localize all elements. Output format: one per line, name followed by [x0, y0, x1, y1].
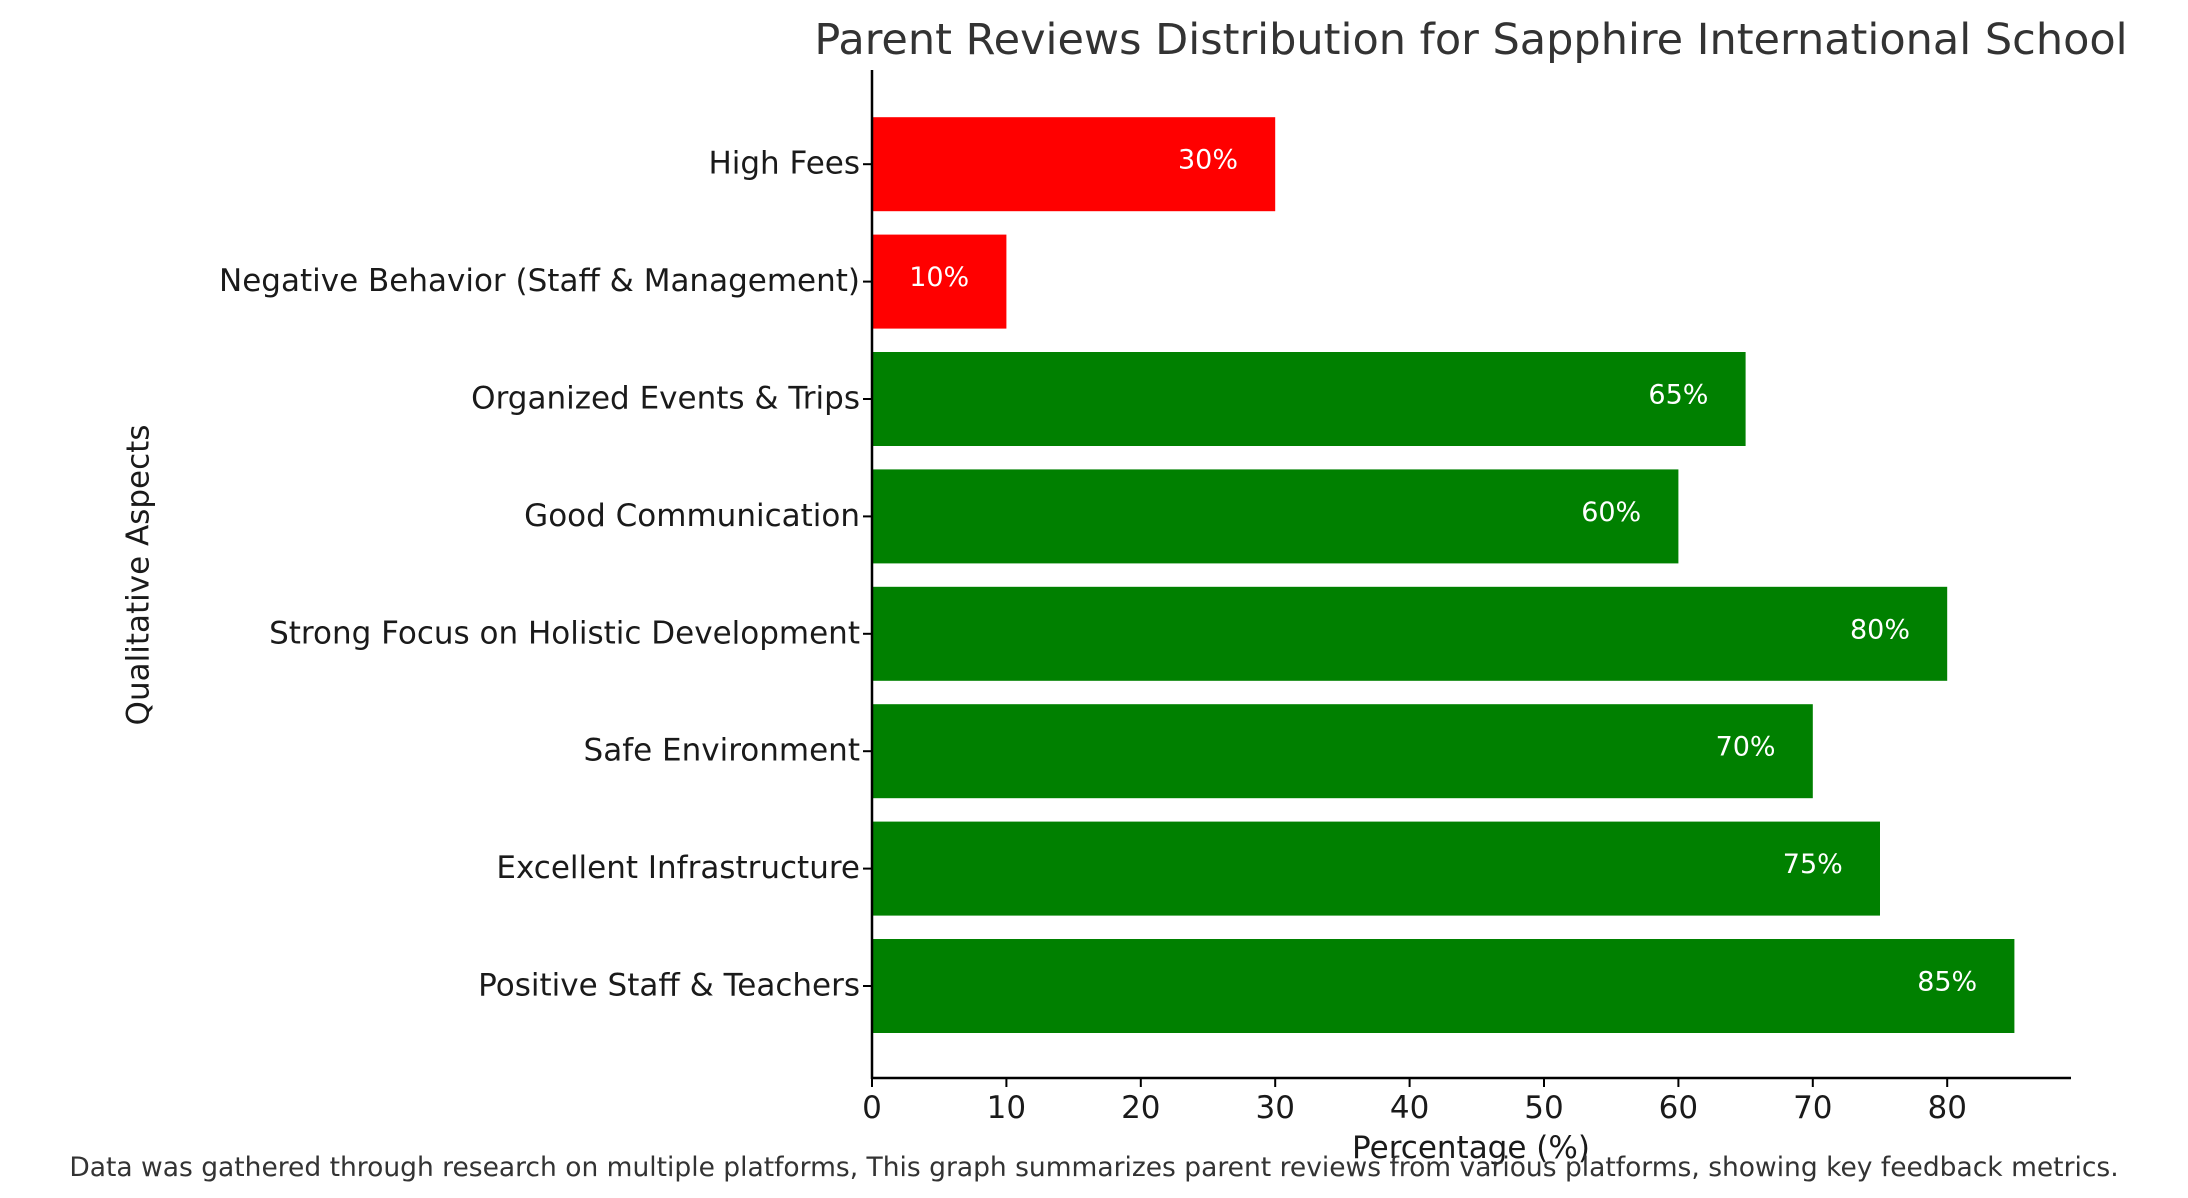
category-label: Safe Environment [584, 733, 860, 769]
x-tick-label: 0 [862, 1090, 882, 1126]
x-axis-label: Percentage (%) [1352, 1130, 1590, 1166]
x-tick-label: 80 [1927, 1090, 1966, 1126]
footnote: Data was gathered through research on mu… [69, 1152, 2118, 1183]
bar-value-label: 75% [1783, 849, 1843, 880]
bar-5 [872, 469, 1679, 564]
category-label: Excellent Infrastructure [496, 850, 860, 886]
category-label: Organized Events & Trips [471, 381, 860, 417]
x-tick-label: 50 [1524, 1090, 1563, 1126]
x-tick-label: 20 [1121, 1090, 1160, 1126]
x-tick-label: 30 [1255, 1090, 1294, 1126]
x-tick-label: 10 [987, 1090, 1026, 1126]
bar-value-label: 10% [909, 262, 969, 293]
bars-layer [872, 117, 2015, 1033]
bar-2 [872, 821, 1880, 916]
bar-value-label: 60% [1581, 497, 1641, 528]
chart-title: Parent Reviews Distribution for Sapphire… [814, 15, 2127, 65]
category-label: Good Communication [524, 498, 860, 534]
bar-value-label: 65% [1648, 380, 1708, 411]
x-tick-label: 60 [1659, 1090, 1698, 1126]
bar-6 [872, 352, 1746, 446]
bar-3 [872, 704, 1813, 799]
bar-value-label: 85% [1917, 967, 1977, 998]
x-axis-ticks: 0 10 20 30 40 50 60 70 80 [862, 1078, 1967, 1126]
category-label: Positive Staff & Teachers [478, 968, 860, 1004]
category-label: Strong Focus on Holistic Development [269, 615, 860, 651]
bar-8 [872, 117, 1276, 212]
bar-7 [872, 234, 1007, 329]
bar-1 [872, 939, 2015, 1033]
x-tick-label: 70 [1793, 1090, 1832, 1126]
bar-value-label: 80% [1850, 614, 1910, 645]
y-axis-label: Qualitative Aspects [121, 425, 157, 726]
bar-labels-layer: 85% 75% 70% 80% 60% 65% 10% 30% [909, 145, 1977, 998]
bar-4 [872, 586, 1948, 681]
bar-value-label: 30% [1178, 145, 1238, 176]
category-label: Negative Behavior (Staff & Management) [219, 263, 860, 299]
category-labels: Positive Staff & Teachers Excellent Infra… [219, 146, 872, 1004]
category-label: High Fees [708, 146, 860, 182]
bar-value-label: 70% [1716, 732, 1776, 763]
x-tick-label: 40 [1390, 1090, 1429, 1126]
